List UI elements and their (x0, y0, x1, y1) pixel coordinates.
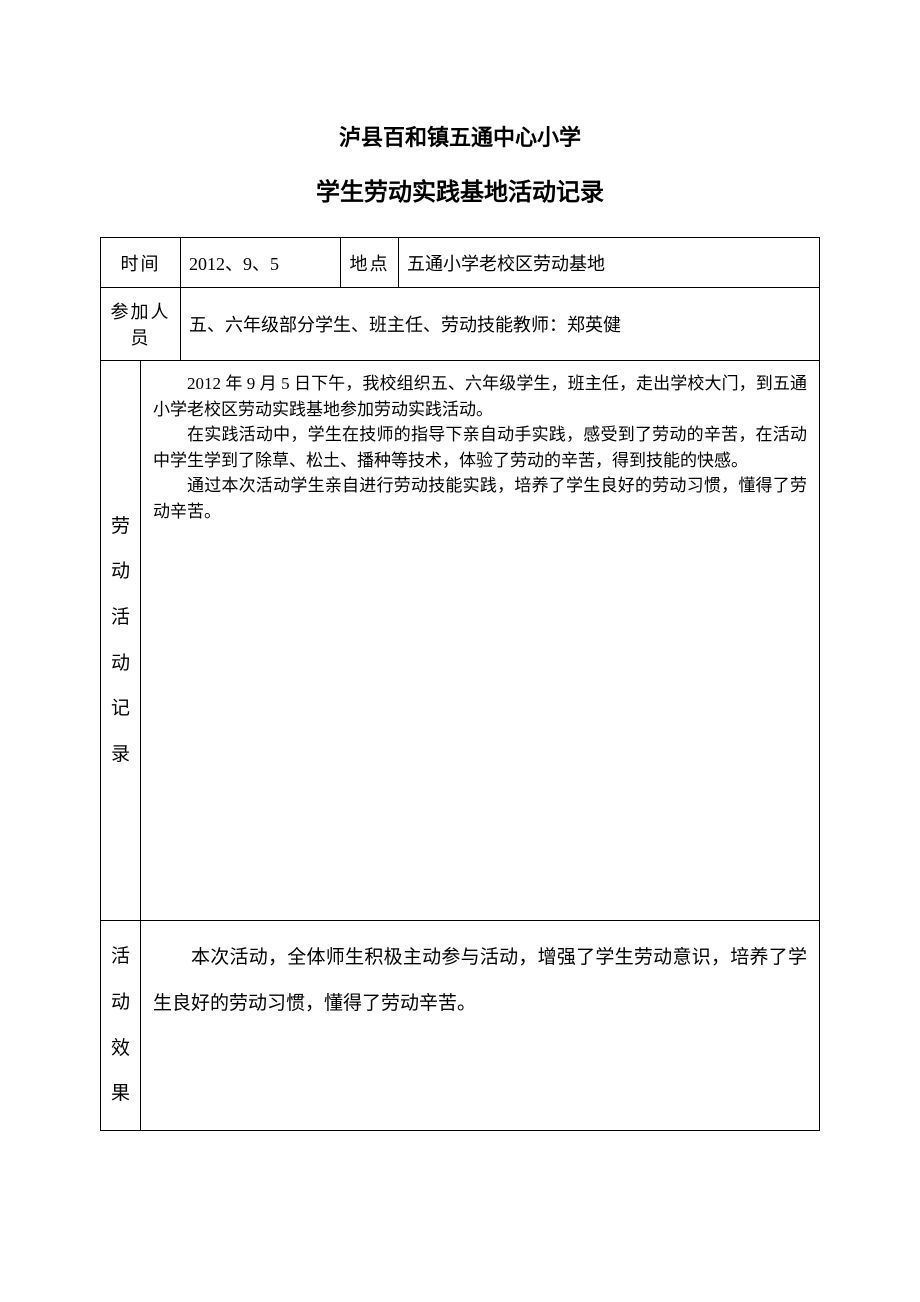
table-row: 劳 动 活 动 记 录 2012 年 9 月 5 日下午，我校组织五、六年级学生… (101, 361, 820, 921)
location-value: 五通小学老校区劳动基地 (399, 238, 820, 288)
record-paragraph: 通过本次活动学生亲自进行劳动技能实践，培养了学生良好的劳动习惯，懂得了劳动辛苦。 (153, 473, 807, 524)
effect-label: 活 动 效 果 (101, 921, 141, 1131)
attendees-value: 五、六年级部分学生、班主任、劳动技能教师：郑英健 (181, 288, 820, 361)
effect-paragraph: 本次活动，全体师生积极主动参与活动，增强了学生劳动意识，培养了学生良好的劳动习惯… (153, 935, 807, 1026)
table-row: 活 动 效 果 本次活动，全体师生积极主动参与活动，增强了学生劳动意识，培养了学… (101, 921, 820, 1131)
table-row: 时间 2012、9、5 地点 五通小学老校区劳动基地 (101, 238, 820, 288)
attendees-label: 参加人员 (101, 288, 181, 361)
table-row: 参加人员 五、六年级部分学生、班主任、劳动技能教师：郑英健 (101, 288, 820, 361)
record-label-char: 录 (111, 744, 130, 765)
record-label-char: 动 (111, 561, 130, 582)
record-label: 劳 动 活 动 记 录 (101, 361, 141, 921)
record-label-char: 劳 (111, 516, 130, 537)
record-paragraph: 2012 年 9 月 5 日下午，我校组织五、六年级学生，班主任，走出学校大门，… (153, 371, 807, 422)
record-content: 2012 年 9 月 5 日下午，我校组织五、六年级学生，班主任，走出学校大门，… (141, 361, 820, 921)
document-header: 泸县百和镇五通中心小学 学生劳动实践基地活动记录 (100, 120, 820, 207)
effect-label-char: 效 (111, 1038, 130, 1059)
record-label-char: 动 (111, 653, 130, 674)
record-table: 时间 2012、9、5 地点 五通小学老校区劳动基地 参加人员 五、六年级部分学… (100, 237, 820, 1131)
record-label-char: 记 (111, 698, 130, 719)
effect-content: 本次活动，全体师生积极主动参与活动，增强了学生劳动意识，培养了学生良好的劳动习惯… (141, 921, 820, 1131)
effect-label-char: 活 (111, 946, 130, 967)
record-paragraph: 在实践活动中，学生在技师的指导下亲自动手实践，感受到了劳动的辛苦，在活动中学生学… (153, 422, 807, 473)
time-value: 2012、9、5 (181, 238, 341, 288)
effect-label-char: 动 (111, 992, 130, 1013)
time-label: 时间 (101, 238, 181, 288)
school-name: 泸县百和镇五通中心小学 (100, 120, 820, 152)
effect-label-char: 果 (111, 1083, 130, 1104)
location-label: 地点 (341, 238, 399, 288)
record-label-char: 活 (111, 607, 130, 628)
document-title: 学生劳动实践基地活动记录 (100, 172, 820, 207)
